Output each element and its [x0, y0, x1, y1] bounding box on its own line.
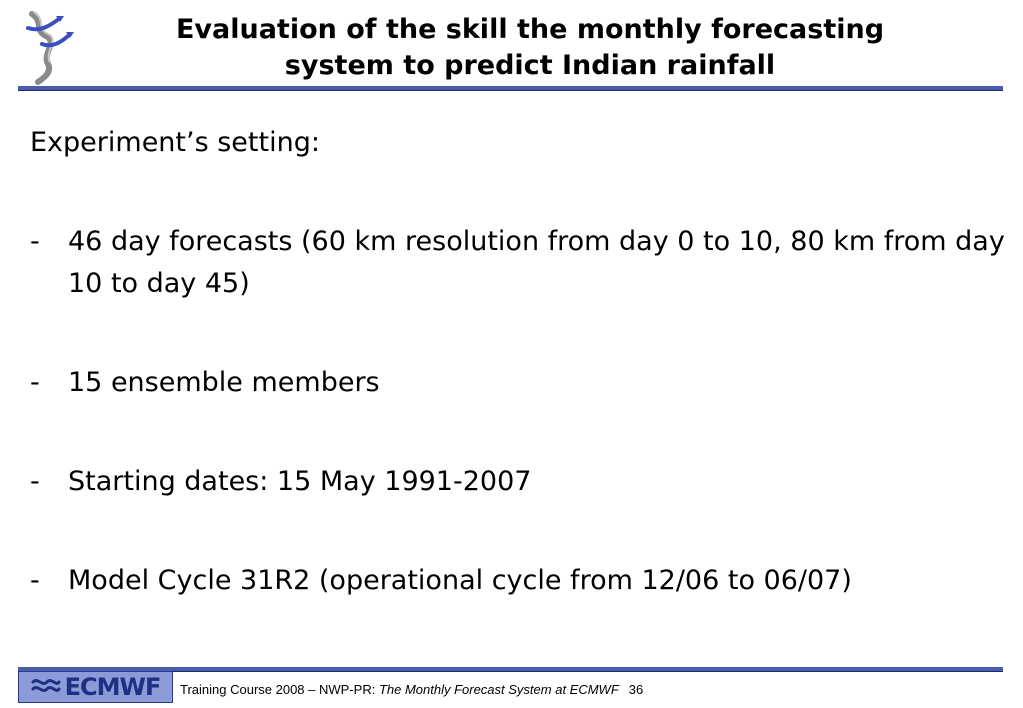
slide-body: Experiment’s setting: - 46 day forecasts… [30, 122, 1005, 602]
ecmwf-swirl-logo-icon [24, 8, 76, 86]
bullet-marker: - [30, 226, 40, 257]
bullet-text: Model Cycle 31R2 (operational cycle from… [68, 565, 852, 596]
bullet-item-forecasts: - 46 day forecasts (60 km resolution fro… [30, 221, 1005, 305]
ecmwf-wave-icon [31, 676, 61, 698]
bullet-marker: - [30, 367, 40, 398]
ecmwf-logo: ECMWF [18, 671, 173, 703]
footer-course: Training Course 2008 – NWP-PR: [180, 682, 379, 697]
bullet-text: 15 ensemble members [68, 367, 380, 398]
bullet-text: Starting dates: 15 May 1991-2007 [68, 466, 532, 497]
slide-title-line-1: Evaluation of the skill the monthly fore… [175, 14, 885, 45]
body-heading: Experiment’s setting: [30, 127, 320, 158]
title-divider [18, 86, 1003, 91]
ecmwf-logo-text: ECMWF [64, 673, 162, 701]
bullet-item-starting-dates: - Starting dates: 15 May 1991-2007 [30, 461, 1005, 503]
page-number: 36 [628, 682, 644, 697]
slide-title: Evaluation of the skill the monthly fore… [100, 12, 960, 84]
footer-divider [18, 667, 1003, 672]
bullet-marker: - [30, 466, 40, 497]
bullet-text: 46 day forecasts (60 km resolution from … [68, 226, 1005, 299]
slide-title-line-2: system to predict Indian rainfall [284, 50, 776, 81]
bullet-item-model-cycle: - Model Cycle 31R2 (operational cycle fr… [30, 560, 1005, 602]
bullet-marker: - [30, 565, 40, 596]
bullet-item-ensemble: - 15 ensemble members [30, 362, 1005, 404]
footer-presentation-title: The Monthly Forecast System at ECMWF [378, 682, 619, 697]
footer-caption: Training Course 2008 – NWP-PR: The Month… [180, 682, 643, 697]
